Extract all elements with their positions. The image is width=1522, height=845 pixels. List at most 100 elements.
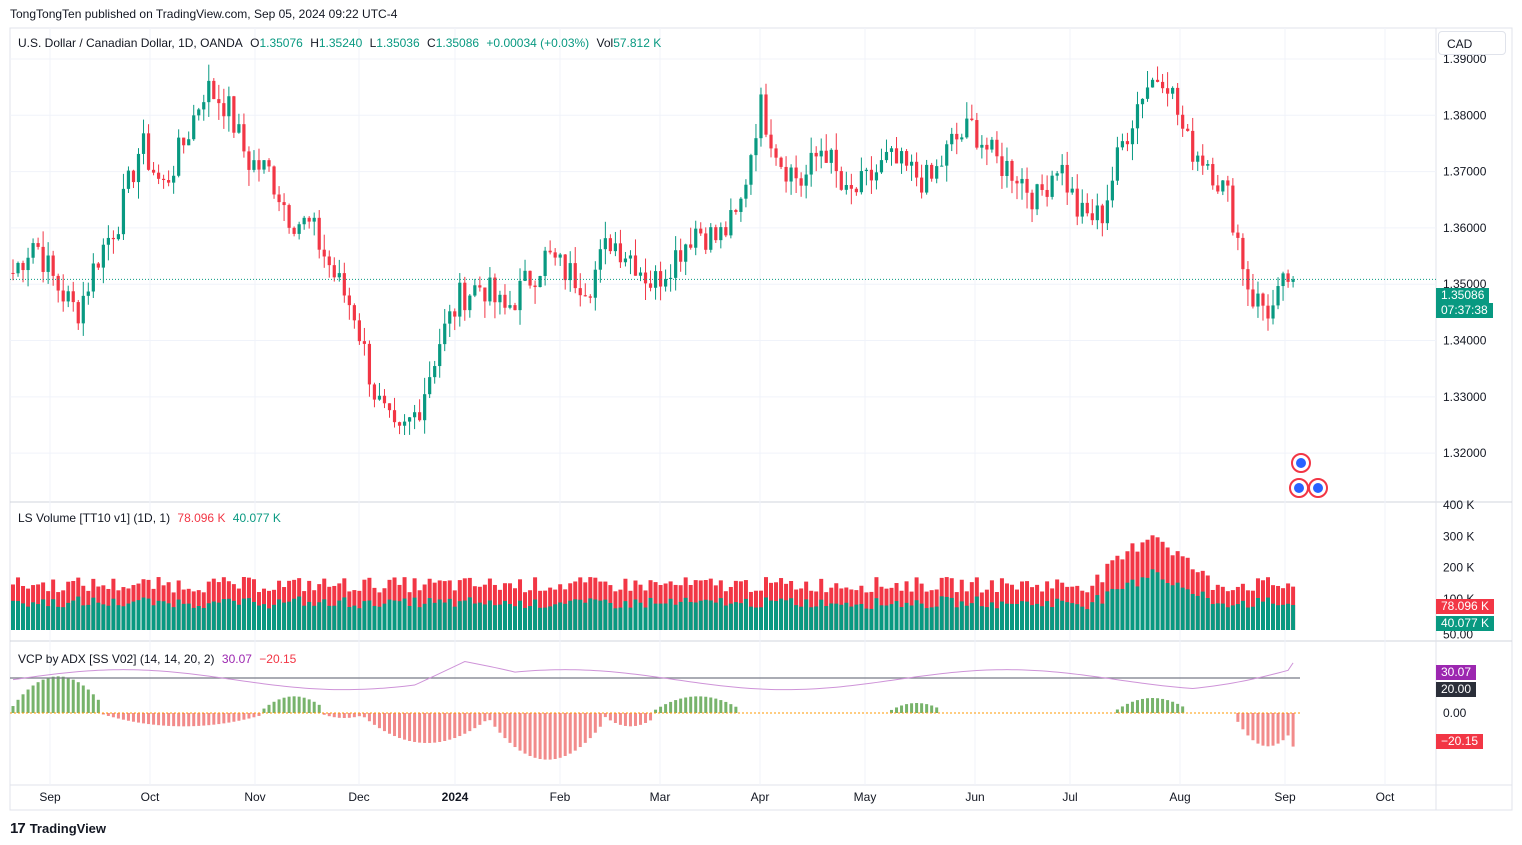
vcp-bar — [137, 713, 140, 723]
volume-bar-green — [267, 608, 272, 630]
volume-bar-green — [507, 603, 512, 630]
volume-bar-green — [814, 606, 819, 630]
volume-bar-green — [241, 598, 246, 630]
candle-body — [538, 276, 542, 288]
candle-body — [543, 250, 547, 277]
candle-body — [704, 233, 708, 250]
volume-bar-green — [939, 596, 944, 630]
vcp-bar — [56, 676, 60, 713]
vcp-bar — [935, 707, 939, 713]
vcp-bar — [1281, 713, 1285, 741]
x-tick-label: 2024 — [442, 790, 469, 804]
volume-bar-green — [994, 608, 999, 630]
volume-bar-green — [226, 598, 231, 630]
volume-bar-green — [733, 602, 738, 630]
candle-body — [1120, 141, 1125, 148]
candle-body — [287, 205, 291, 228]
candle-body — [930, 164, 934, 179]
candle-body — [71, 291, 75, 303]
vcp-bar — [91, 694, 95, 713]
change-value: +0.00034 (+0.03%) — [486, 36, 590, 50]
vcp-bar — [1286, 713, 1290, 736]
candle-body — [1010, 160, 1014, 181]
volume-bar-green — [1040, 606, 1045, 630]
vcp-bar — [423, 713, 427, 743]
candle-body — [1246, 269, 1250, 290]
candle-body — [252, 160, 256, 170]
candle-body — [889, 148, 894, 152]
candle-body — [448, 311, 452, 324]
candle-body — [744, 184, 748, 199]
tradingview-logo[interactable]: 17 TradingView — [10, 820, 106, 837]
candle-body — [859, 171, 863, 193]
volume-bar-green — [342, 597, 347, 630]
candle-body — [638, 272, 643, 276]
volume-bar-green — [1235, 604, 1240, 630]
candle-body — [1105, 200, 1109, 224]
vcp-bar — [1181, 706, 1185, 713]
volume-bar-green — [181, 603, 186, 630]
candle-body — [714, 227, 718, 241]
volume-bar-green — [859, 603, 864, 630]
candle-body — [1286, 273, 1290, 282]
candle-body — [699, 228, 703, 234]
volume-bar-green — [347, 606, 352, 630]
vcp-bar — [1115, 709, 1119, 713]
volume-bar-green — [703, 599, 708, 630]
volume-bar-green — [1065, 602, 1070, 630]
vcp-bar — [26, 689, 30, 713]
vcp-bar — [724, 701, 728, 713]
volume-bar-green — [598, 600, 603, 630]
volume-bar-green — [894, 601, 899, 630]
candle-body — [1145, 87, 1150, 99]
candle-body — [1176, 87, 1180, 115]
price-tick-label: 1.36000 — [1443, 221, 1487, 235]
volume-bar-green — [1090, 602, 1095, 630]
vcp-bar — [96, 699, 100, 713]
volume-bar-green — [1004, 603, 1009, 630]
candle-body — [232, 96, 236, 133]
vcp-bar — [433, 713, 437, 743]
candle-body — [242, 124, 246, 152]
candle-body — [789, 167, 793, 182]
vcp-bar — [267, 704, 271, 713]
candle-body — [909, 161, 914, 166]
volume-bar-green — [1271, 603, 1276, 630]
publisher-line: TongTongTen published on TradingView.com… — [10, 7, 398, 21]
volume-bar-green — [708, 600, 713, 630]
vcp-bar — [623, 713, 627, 726]
candle-body — [227, 96, 231, 117]
candle-body — [463, 282, 467, 311]
candle-body — [960, 137, 964, 140]
volume-bar-green — [1140, 577, 1145, 630]
volume-bar-green — [758, 607, 763, 630]
volume-bar-green — [633, 599, 638, 630]
volume-bar-green — [51, 599, 56, 630]
candle-body — [387, 403, 392, 411]
candle-body — [734, 210, 738, 212]
candle-body — [342, 273, 346, 296]
volume-bar-green — [186, 603, 191, 630]
volume-bar-green — [643, 607, 648, 630]
currency-button[interactable]: CAD — [1438, 31, 1506, 55]
candle-body — [167, 180, 171, 183]
vcp-bar — [157, 713, 161, 726]
vcp-bar — [81, 685, 85, 713]
volume-bar-green — [287, 601, 292, 630]
candle-body — [990, 139, 994, 150]
vcp-bar — [187, 713, 191, 727]
candle-body — [884, 151, 889, 161]
vcp-bar — [443, 713, 447, 741]
candle-body — [628, 255, 633, 259]
volume-bar-green — [969, 603, 974, 630]
vcp-bar — [644, 713, 648, 723]
vcp-bar — [628, 713, 632, 727]
price-tick-label: 1.37000 — [1443, 165, 1487, 179]
volume-bar-green — [46, 606, 51, 630]
vcp-bar — [1161, 698, 1165, 713]
volume-bar-green — [362, 601, 367, 630]
vcp-bar — [558, 713, 562, 758]
candle-body — [207, 80, 211, 103]
price-tick-label: 1.32000 — [1443, 446, 1487, 460]
